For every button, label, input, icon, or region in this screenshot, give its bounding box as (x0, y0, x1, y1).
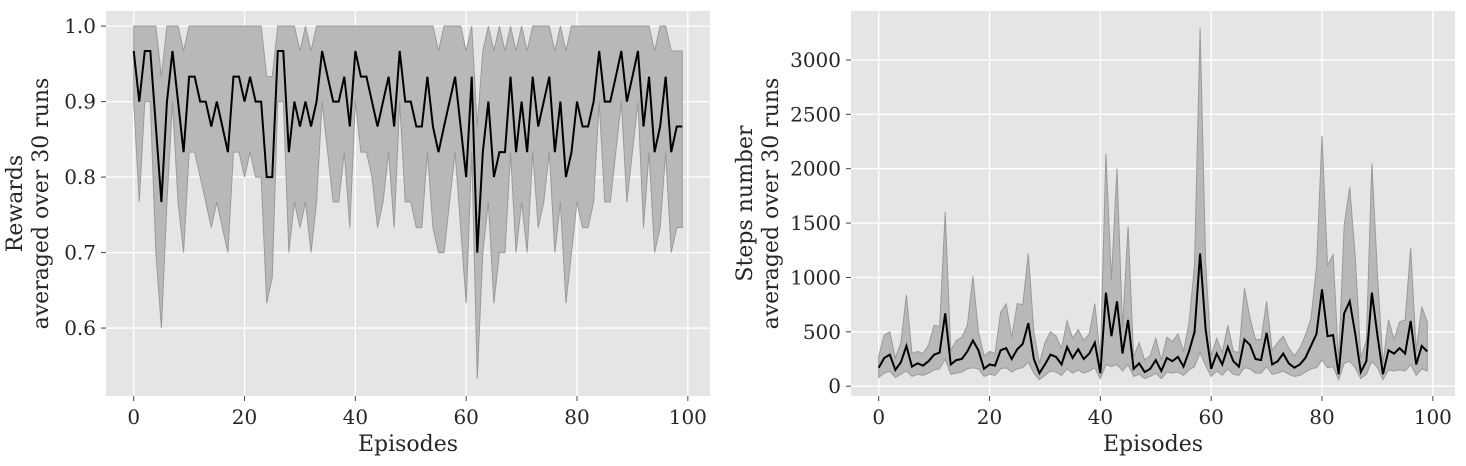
y-tick-label: 3000 (790, 48, 841, 72)
confidence-band (133, 25, 683, 379)
x-tick-label: 40 (1088, 405, 1113, 429)
x-tick-label: 100 (669, 405, 707, 429)
y-tick-label: 0.9 (64, 90, 96, 114)
y-tick-label: 2000 (790, 157, 841, 181)
x-tick-label: 80 (1309, 405, 1334, 429)
y-axis-label: averaged over 30 runs (759, 78, 784, 330)
y-tick-label: 2500 (790, 102, 841, 126)
chart-panel-2: 0 20 40 60 80 100050010001500200025003000Epis… (733, 11, 1455, 457)
x-axis-label: Episodes (1103, 432, 1203, 457)
x-tick-label: 0 (872, 405, 885, 429)
y-tick-label: 1000 (790, 265, 841, 289)
x-tick-label: 40 (343, 405, 368, 429)
mean-line (132, 50, 683, 253)
y-tick-label: 0.8 (64, 165, 96, 189)
x-tick-label: 20 (977, 405, 1002, 429)
y-tick-label: 0 (828, 374, 841, 398)
y-axis-label: averaged over 30 runs (29, 78, 54, 330)
x-tick-label: 20 (232, 405, 257, 429)
x-axis-label: Episodes (358, 432, 458, 457)
y-axis-label: Steps number (733, 125, 758, 282)
y-axis-label: Rewards (3, 155, 28, 252)
x-tick-label: 60 (453, 405, 478, 429)
chart-panel-1: 0 20 40 60 80 100 0.6 0.7 0.8 0.9 1.0 Episodes Rewar… (3, 11, 710, 457)
y-tick-label: 1.0 (64, 14, 96, 38)
x-tick-label: 60 (1198, 405, 1223, 429)
x-tick-label: 0 (127, 405, 140, 429)
x-tick-label: 80 (564, 405, 589, 429)
confidence-band (878, 28, 1428, 382)
x-tick-label: 100 (1414, 405, 1452, 429)
y-tick-label: 0.6 (64, 316, 96, 340)
mean-line (877, 253, 1428, 376)
y-tick-label: 500 (803, 320, 841, 344)
y-tick-label: 0.7 (64, 241, 96, 265)
y-tick-label: 1500 (790, 211, 841, 235)
